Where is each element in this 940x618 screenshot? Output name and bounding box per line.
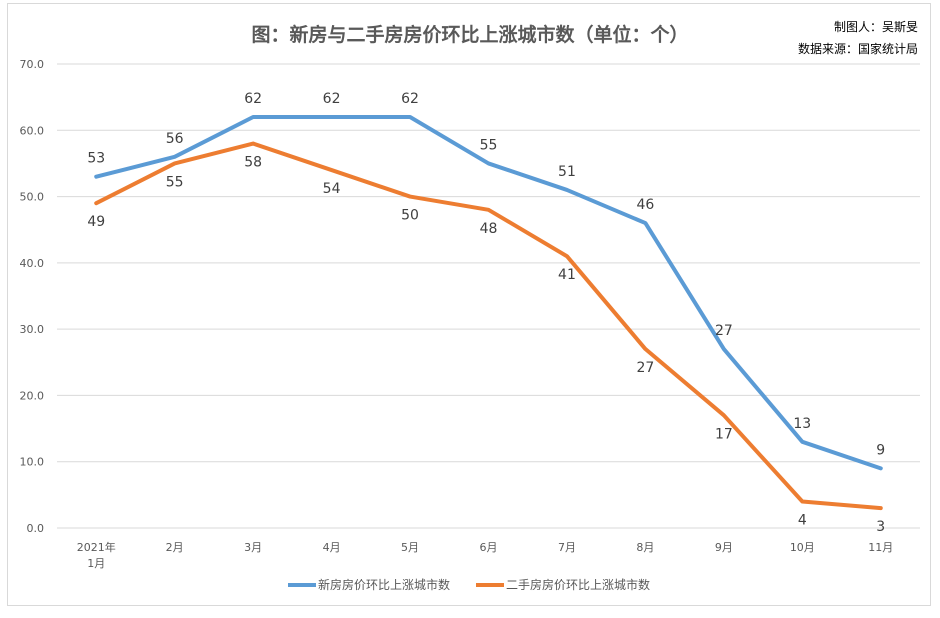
y-tick-label: 70.0 [20,58,45,71]
data-label: 55 [166,174,184,190]
series-line-1 [94,115,883,471]
y-tick-label: 30.0 [20,323,45,336]
data-label: 55 [480,137,498,153]
x-tick-label: 1月 [87,557,105,570]
data-label: 49 [87,214,105,230]
data-label: 58 [244,155,262,171]
x-tick-label: 10月 [790,541,815,554]
x-tick-label: 11月 [868,541,893,554]
data-label: 62 [401,91,419,107]
y-tick-label: 50.0 [20,191,45,204]
legend-label: 二手房房价环比上涨城市数 [506,577,650,592]
data-label: 62 [323,91,341,107]
data-label: 41 [558,267,576,283]
y-tick-label: 0.0 [27,522,45,535]
data-source: 数据来源：国家统计局 [797,42,918,56]
x-tick-label: 2021年 [77,540,116,554]
data-label: 4 [798,512,807,528]
data-label: 27 [715,323,733,339]
data-label: 46 [636,197,654,213]
data-label: 50 [401,208,419,224]
data-label: 48 [480,221,498,237]
x-tick-label: 8月 [636,541,654,554]
chart-title: 图：新房与二手房房价环比上涨城市数（单位：个） [251,24,689,46]
author-credit: 制图人：吴斯旻 [833,20,918,34]
data-label: 51 [558,164,576,180]
data-label: 17 [715,426,733,442]
data-label: 56 [166,131,184,147]
x-tick-label: 4月 [323,541,341,554]
chart-frame [7,3,931,606]
x-tick-label: 3月 [244,541,262,554]
x-tick-label: 7月 [558,541,576,554]
x-tick-label: 2月 [166,541,184,554]
y-tick-label: 40.0 [20,257,45,270]
y-tick-label: 10.0 [20,456,45,469]
y-tick-label: 20.0 [20,389,45,402]
data-label: 3 [876,519,885,535]
y-tick-label: 60.0 [20,124,45,137]
data-label: 9 [876,442,885,458]
legend-label: 新房房价环比上涨城市数 [318,577,450,592]
data-label: 54 [323,181,341,197]
x-tick-label: 5月 [401,541,419,554]
data-label: 13 [793,416,811,432]
data-label: 53 [87,151,105,167]
series-line-2 [94,141,883,511]
data-label: 62 [244,91,262,107]
x-tick-label: 9月 [715,541,733,554]
x-tick-label: 6月 [480,541,498,554]
data-label: 27 [636,360,654,376]
